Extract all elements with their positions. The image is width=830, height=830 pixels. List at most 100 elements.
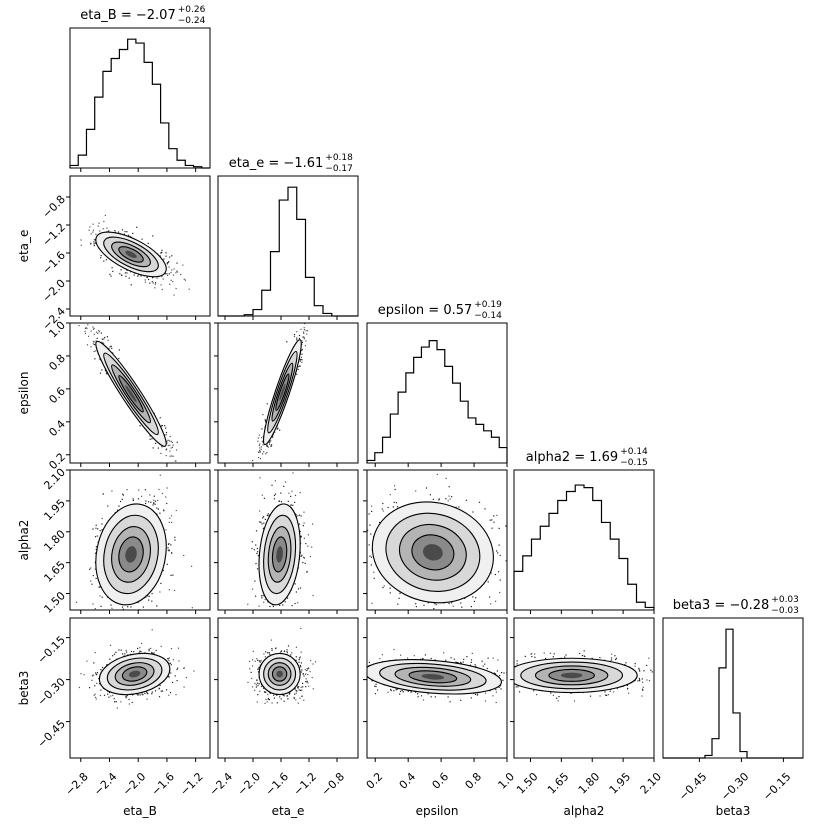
- sample-point: [707, 675, 708, 676]
- sample-point: [83, 674, 85, 676]
- sample-point: [425, 487, 428, 489]
- sample-point: [498, 669, 499, 670]
- sample-point: [165, 434, 167, 436]
- sample-point: [252, 650, 254, 652]
- sample-point: [298, 689, 300, 691]
- x-axis-label-beta3: beta3: [716, 804, 751, 818]
- sample-point: [138, 274, 140, 276]
- sample-point: [491, 519, 493, 521]
- sample-point: [265, 651, 267, 653]
- sample-point: [550, 692, 552, 694]
- sample-point: [139, 694, 141, 696]
- sample-point: [261, 428, 263, 430]
- panel-eta_e-vs-eta_B: [80, 214, 190, 296]
- sample-point: [259, 521, 261, 523]
- sample-point: [256, 701, 258, 703]
- sample-point: [137, 694, 139, 696]
- sample-point: [103, 220, 105, 223]
- sample-point: [100, 255, 102, 257]
- sample-point: [359, 661, 360, 662]
- sample-point: [498, 527, 500, 529]
- sample-point: [263, 601, 265, 603]
- sample-point: [669, 679, 670, 680]
- sample-point: [320, 681, 321, 682]
- sample-point: [504, 676, 505, 677]
- sample-point: [261, 597, 263, 599]
- sample-point: [95, 331, 98, 333]
- sample-point: [148, 650, 150, 652]
- sample-point: [92, 343, 94, 345]
- x-tick-label-eta_B: −2.8: [63, 770, 91, 798]
- title-eta_B-minus: −0.24: [178, 16, 206, 26]
- sample-point: [268, 638, 269, 639]
- sample-point: [98, 678, 100, 680]
- sample-point: [160, 645, 162, 647]
- sample-point: [298, 514, 301, 516]
- sample-point: [274, 431, 276, 433]
- sample-point: [167, 274, 169, 276]
- sample-point: [487, 641, 488, 642]
- sample-point: [255, 530, 258, 532]
- sample-point: [373, 577, 375, 579]
- sample-point: [155, 690, 157, 692]
- sample-point: [545, 657, 547, 660]
- sample-point: [109, 273, 111, 275]
- panel-epsilon-vs-eta_B: [78, 324, 178, 462]
- sample-point: [505, 525, 507, 527]
- sample-point: [152, 235, 154, 237]
- sample-point: [118, 349, 120, 351]
- sample-point: [516, 660, 518, 662]
- sample-point: [303, 537, 305, 539]
- sample-point: [297, 515, 299, 517]
- sample-point: [513, 615, 514, 616]
- sample-point: [297, 686, 299, 688]
- sample-point: [279, 696, 281, 698]
- sample-point: [137, 498, 140, 500]
- sample-point: [295, 690, 297, 692]
- sample-point: [293, 335, 296, 338]
- sample-point: [167, 543, 170, 545]
- sample-point: [401, 689, 403, 692]
- sample-point: [170, 515, 173, 517]
- sample-point: [185, 676, 187, 679]
- sample-point: [492, 657, 494, 659]
- sample-point: [534, 656, 536, 658]
- sample-point: [390, 690, 392, 692]
- panel-frame-2-2: [366, 322, 508, 464]
- sample-point: [149, 438, 151, 440]
- sample-point: [122, 608, 124, 610]
- sample-point: [303, 511, 305, 513]
- sample-point: [86, 660, 88, 662]
- sample-point: [451, 496, 453, 498]
- sample-point: [97, 225, 99, 227]
- sample-point: [183, 686, 185, 688]
- sample-point: [434, 659, 436, 661]
- sample-point: [110, 345, 112, 347]
- sample-point: [355, 569, 356, 570]
- sample-point: [250, 671, 252, 673]
- sample-point: [141, 642, 143, 645]
- sample-point: [115, 701, 117, 703]
- sample-point: [462, 661, 464, 663]
- sample-point: [565, 654, 567, 656]
- sample-point: [374, 693, 377, 695]
- sample-point: [128, 277, 130, 279]
- sample-point: [455, 661, 457, 663]
- sample-point: [151, 629, 153, 631]
- sample-point: [309, 671, 311, 673]
- sample-point: [258, 605, 260, 607]
- sample-point: [564, 656, 566, 658]
- sample-point: [108, 616, 109, 617]
- sample-point: [283, 485, 285, 487]
- sample-point: [260, 448, 262, 450]
- sample-point: [642, 689, 644, 691]
- sample-point: [646, 664, 648, 667]
- sample-point: [174, 460, 176, 462]
- sample-point: [460, 699, 462, 701]
- sample-point: [306, 571, 308, 573]
- sample-point: [98, 358, 101, 360]
- sample-point: [510, 697, 511, 698]
- sample-point: [457, 626, 458, 627]
- sample-point: [373, 571, 375, 573]
- sample-point: [259, 475, 260, 476]
